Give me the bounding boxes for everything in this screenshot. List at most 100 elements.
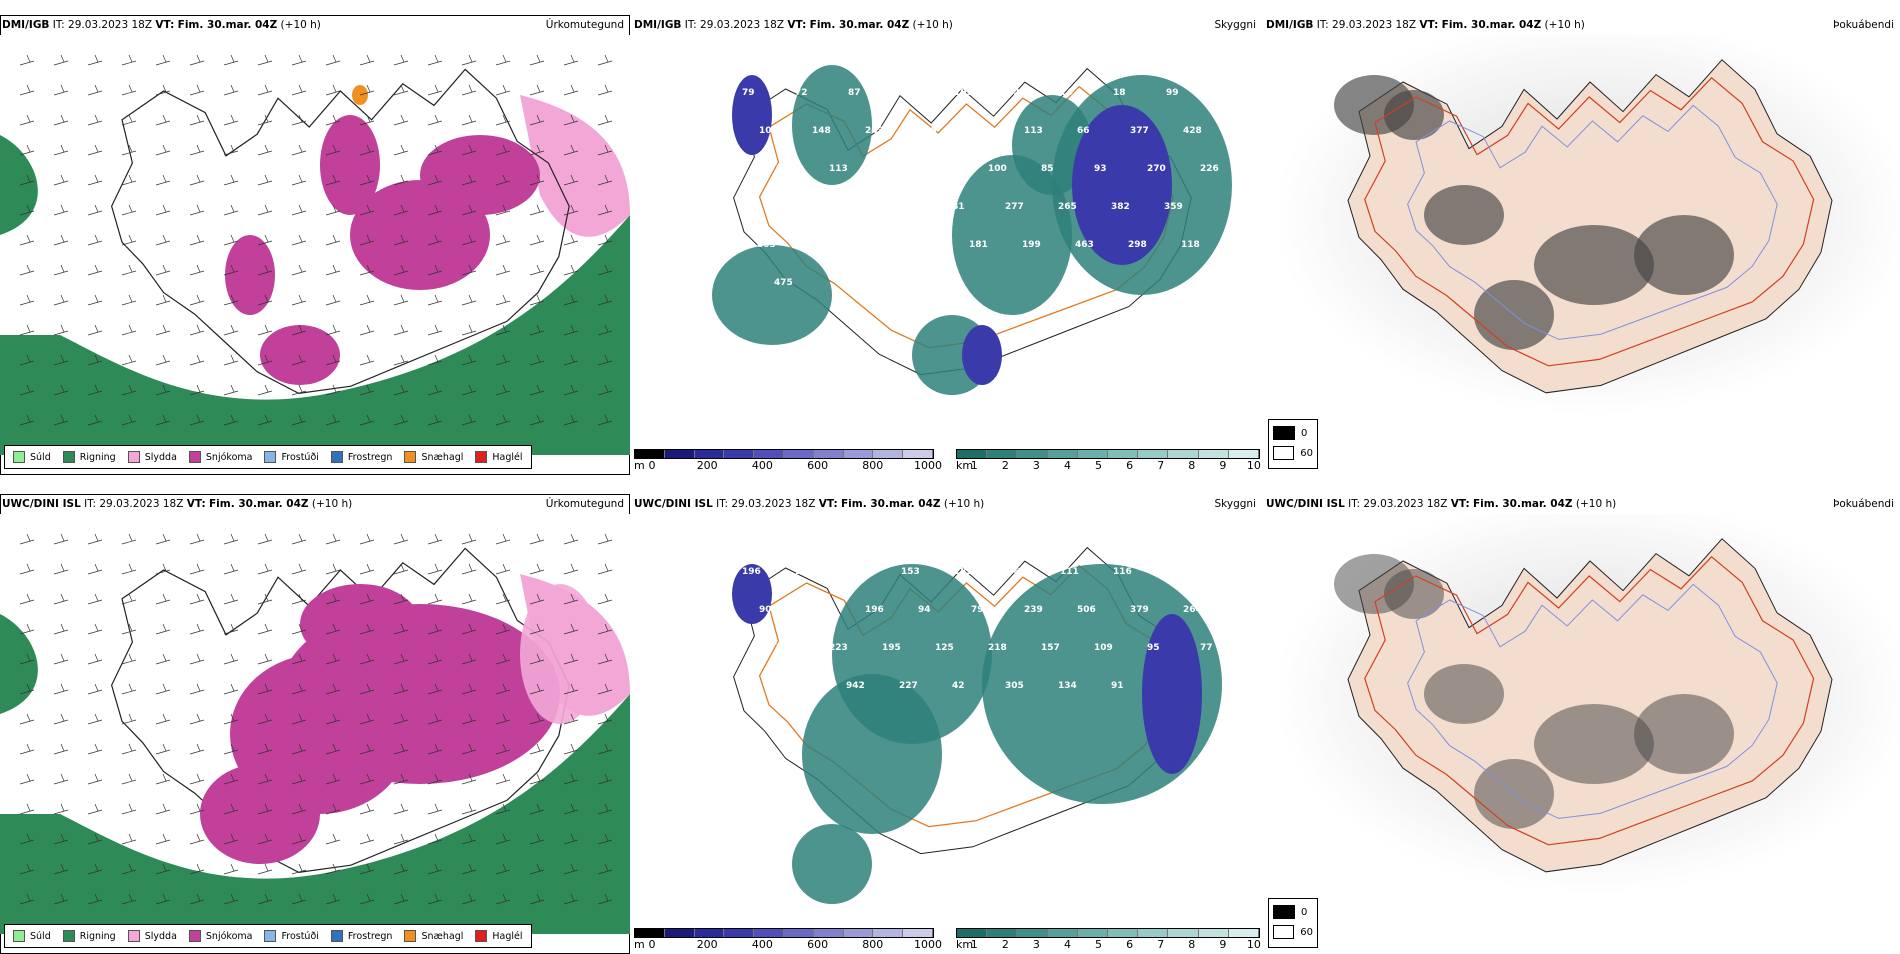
fog-legend-label: 60 [1300,926,1313,938]
fog-index-panel-row1: DMI/IGB IT: 29.03.2023 18Z VT: Fim. 30.m… [1264,15,1900,475]
visibility-value-label: 175 [918,126,937,136]
visibility-value-label: 297 [916,240,935,250]
scale-swatch [957,450,988,458]
legend-label: Haglél [492,930,523,942]
scale-swatch [813,929,844,937]
fog-legend-row: 0 [1273,426,1313,440]
scale-tick: 9 [1219,938,1227,951]
legend-item: Rigning [62,451,116,463]
scale-swatch [1198,929,1229,937]
legend-swatch [475,451,488,463]
scale-swatch [1047,929,1078,937]
scale-tick: 4 [1063,459,1071,472]
visibility-value-label: 71 [793,681,806,691]
fog-legend-label: 0 [1301,427,1308,439]
scale-swatch [635,929,665,937]
visibility-value-label: 82 [1007,88,1020,98]
scale-tick: 10 [1246,459,1261,472]
visibility-value-label: 18 [1113,88,1126,98]
scale-tick: 600 [807,938,829,951]
scale-tick: 200 [696,459,718,472]
visibility-value-label: 178 [795,567,814,577]
legend-label: Súld [30,930,51,942]
scale-tick: 3 [1032,459,1040,472]
visibility-value-label: 148 [812,126,831,136]
legend-label: Haglél [492,451,523,463]
panel-header: DMI/IGB IT: 29.03.2023 18Z VT: Fim. 30.m… [2,19,321,31]
scale-ticks: km 1 2 3 4 5 6 7 8 9 10 [956,938,1261,951]
scale-swatch [987,450,1018,458]
legend-swatch [13,930,25,942]
scale-tick: 2 [1001,459,1009,472]
legend-swatch [62,930,75,942]
legend-item: Snjókoma [188,451,252,463]
scale-tick: 5 [1095,938,1103,951]
legend-label: Súld [30,451,51,463]
legend-label: Rigning [79,930,116,942]
visibility-value-label: 149 [793,202,812,212]
panel-title: Úrkomutegund [545,19,624,31]
scale-swatch [724,929,755,937]
visibility-value-label: 90 [759,605,772,615]
visibility-value-label: 81 [952,202,965,212]
legend-swatch [127,930,140,942]
legend-item: Haglél [475,930,523,942]
scale-tick: 800 [862,459,884,472]
legend-label: Snjókoma [205,930,253,942]
scale-tick: 600 [807,459,829,472]
visibility-value-label: 95 [1147,643,1160,653]
visibility-value-label: 157 [1041,643,1060,653]
visibility-value-label: 125 [935,643,954,653]
scale-tick: 8 [1188,938,1196,951]
panel-title: Úrkomutegund [545,498,624,510]
precip-map [0,35,630,455]
visibility-value-label: 359 [1164,202,1183,212]
visibility-value-label: 100 [971,126,990,136]
legend-swatch [330,930,343,942]
panel-header: UWC/DINI ISL IT: 29.03.2023 18Z VT: Fim.… [2,498,353,510]
scale-bar [956,928,1260,938]
visibility-value-label: 101 [901,88,920,98]
visibility-value-label: 475 [774,278,793,288]
scale-tick: 1 [970,938,978,951]
panel-title: Þokuábendi [1833,19,1894,31]
legend-label: Frostregn [347,451,393,463]
precip-legend: Súld Rigning Slydda Snjókoma Frostúði Frostre… [4,445,532,469]
scale-swatch [1017,450,1048,458]
visibility-value-label: 77 [1200,643,1213,653]
legend-swatch [404,451,417,463]
legend-swatch [330,451,343,463]
scale-swatch [1108,929,1139,937]
fog-map [1264,514,1900,954]
legend-swatch [13,451,25,463]
scale-ticks: m 0 200 400 600 800 1000 [634,938,942,951]
visibility-panel-row2: UWC/DINI ISL IT: 29.03.2023 18Z VT: Fim.… [632,494,1262,954]
scale-swatch [724,450,755,458]
fog-legend-label: 60 [1300,447,1313,459]
scale-swatch [903,929,933,937]
scale-tick: 0 [648,938,656,951]
scale-swatch [813,450,844,458]
fog-legend: 0 60 [1268,898,1318,948]
scale-tick: 800 [862,938,884,951]
scale-swatch [1047,450,1078,458]
visibility-value-label: 379 [1130,605,1149,615]
legend-item: Frostregn [330,451,393,463]
fog-legend-label: 0 [1301,906,1308,918]
scale-tick: 2 [1001,938,1009,951]
visibility-value-label: 94 [918,605,931,615]
visibility-value-label: 177 [812,605,831,615]
fog-map [1264,35,1900,475]
scale-swatch [987,929,1018,937]
visibility-value-label: 195 [882,643,901,653]
fog-legend-row: 60 [1273,925,1313,939]
scale-swatch [957,929,988,937]
panel-header: DMI/IGB IT: 29.03.2023 18Z VT: Fim. 30.m… [634,19,953,31]
scale-swatch [903,450,933,458]
scale-swatch [1138,929,1169,937]
visibility-value-label: 134 [1058,681,1077,691]
visibility-scale-km: km 1 2 3 4 5 6 7 8 9 10 [956,449,1261,472]
legend-item: Slydda [127,451,177,463]
legend-item: Súld [13,451,51,463]
visibility-value-label: 270 [1147,164,1166,174]
